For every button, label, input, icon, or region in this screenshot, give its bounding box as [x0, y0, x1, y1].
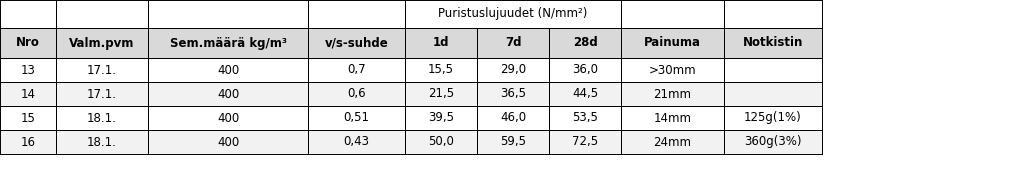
Bar: [148, 58, 308, 82]
Text: 360g(3%): 360g(3%): [744, 135, 802, 148]
Text: 400: 400: [217, 135, 240, 148]
Bar: [0, 106, 56, 130]
Bar: [148, 28, 308, 58]
Bar: [621, 0, 724, 28]
Bar: [724, 82, 822, 106]
Bar: [621, 106, 724, 130]
Bar: [724, 28, 822, 58]
Text: 0,6: 0,6: [347, 88, 366, 101]
Bar: [549, 130, 621, 154]
Text: 400: 400: [217, 88, 240, 101]
Bar: [549, 106, 621, 130]
Text: 28d: 28d: [572, 36, 597, 49]
Text: 29,0: 29,0: [500, 64, 526, 77]
Bar: [148, 0, 308, 28]
Bar: [477, 130, 549, 154]
Bar: [724, 58, 822, 82]
Text: 15,5: 15,5: [428, 64, 454, 77]
Text: 0,51: 0,51: [343, 111, 370, 124]
Bar: [0, 0, 56, 28]
Bar: [308, 130, 406, 154]
Text: 14: 14: [20, 88, 36, 101]
Bar: [308, 106, 406, 130]
Bar: [477, 106, 549, 130]
Text: 17.1.: 17.1.: [87, 88, 117, 101]
Text: 21,5: 21,5: [428, 88, 454, 101]
Bar: [406, 130, 477, 154]
Bar: [549, 82, 621, 106]
Bar: [549, 28, 621, 58]
Bar: [56, 82, 148, 106]
Bar: [406, 82, 477, 106]
Text: 44,5: 44,5: [572, 88, 598, 101]
Bar: [477, 28, 549, 58]
Text: 16: 16: [20, 135, 36, 148]
Bar: [406, 28, 477, 58]
Text: 1d: 1d: [433, 36, 450, 49]
Bar: [148, 130, 308, 154]
Text: Puristuslujuudet (N/mm²): Puristuslujuudet (N/mm²): [438, 7, 588, 20]
Bar: [308, 28, 406, 58]
Bar: [148, 106, 308, 130]
Bar: [56, 0, 148, 28]
Text: 7d: 7d: [505, 36, 521, 49]
Text: 36,5: 36,5: [500, 88, 526, 101]
Text: Sem.määrä kg/m³: Sem.määrä kg/m³: [170, 36, 287, 49]
Bar: [308, 0, 406, 28]
Bar: [308, 58, 406, 82]
Text: 59,5: 59,5: [500, 135, 526, 148]
Bar: [0, 28, 56, 58]
Bar: [477, 58, 549, 82]
Text: 18.1.: 18.1.: [87, 111, 117, 124]
Bar: [0, 130, 56, 154]
Bar: [621, 28, 724, 58]
Text: Valm.pvm: Valm.pvm: [70, 36, 135, 49]
Text: 15: 15: [20, 111, 36, 124]
Text: v/s-suhde: v/s-suhde: [325, 36, 388, 49]
Bar: [56, 28, 148, 58]
Text: 400: 400: [217, 111, 240, 124]
Text: 17.1.: 17.1.: [87, 64, 117, 77]
Bar: [621, 130, 724, 154]
Bar: [621, 58, 724, 82]
Bar: [148, 82, 308, 106]
Bar: [621, 82, 724, 106]
Bar: [308, 82, 406, 106]
Bar: [0, 58, 56, 82]
Text: Notkistin: Notkistin: [742, 36, 803, 49]
Bar: [724, 106, 822, 130]
Bar: [0, 82, 56, 106]
Text: 13: 13: [20, 64, 36, 77]
Text: 21mm: 21mm: [653, 88, 691, 101]
Text: 72,5: 72,5: [572, 135, 598, 148]
Text: 53,5: 53,5: [572, 111, 598, 124]
Bar: [477, 82, 549, 106]
Bar: [724, 130, 822, 154]
Text: 0,7: 0,7: [347, 64, 366, 77]
Bar: [56, 58, 148, 82]
Text: 14mm: 14mm: [653, 111, 691, 124]
Bar: [406, 0, 621, 28]
Text: 50,0: 50,0: [428, 135, 454, 148]
Text: 46,0: 46,0: [500, 111, 526, 124]
Text: Nro: Nro: [16, 36, 40, 49]
Text: 24mm: 24mm: [653, 135, 691, 148]
Bar: [406, 106, 477, 130]
Bar: [56, 130, 148, 154]
Bar: [724, 0, 822, 28]
Bar: [549, 58, 621, 82]
Text: 36,0: 36,0: [572, 64, 598, 77]
Bar: [406, 58, 477, 82]
Text: 18.1.: 18.1.: [87, 135, 117, 148]
Text: Painuma: Painuma: [644, 36, 701, 49]
Text: 39,5: 39,5: [428, 111, 454, 124]
Text: 400: 400: [217, 64, 240, 77]
Text: 125g(1%): 125g(1%): [744, 111, 802, 124]
Text: 0,43: 0,43: [343, 135, 370, 148]
Text: >30mm: >30mm: [648, 64, 696, 77]
Bar: [56, 106, 148, 130]
